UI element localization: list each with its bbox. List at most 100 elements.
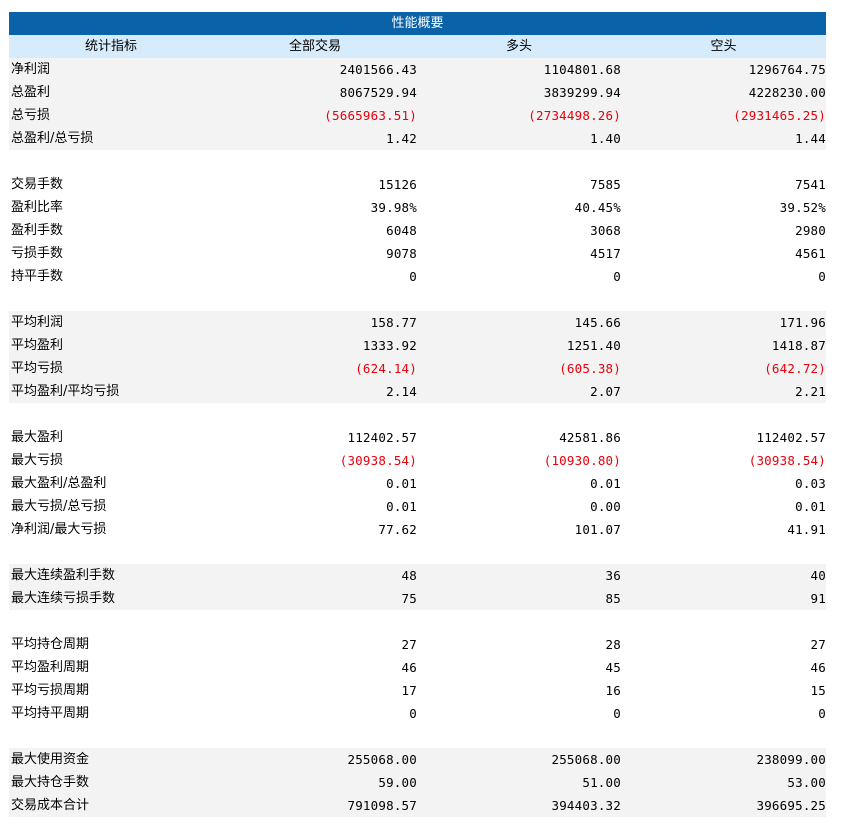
value-all-trades: 8067529.94	[339, 85, 417, 100]
metric-label: 净利润	[11, 62, 51, 77]
header-long: 多头	[505, 39, 532, 54]
metric-label: 平均利润	[11, 315, 64, 330]
metric-label: 最大盈利/总盈利	[11, 476, 107, 491]
table-row: 交易成本合计 791098.57 394403.32 396695.25	[9, 794, 826, 817]
value-short: 1296764.75	[748, 62, 826, 77]
table-row: 最大盈利/总盈利 0.01 0.01 0.03	[9, 472, 826, 495]
value-short: 4228230.00	[748, 85, 826, 100]
value-short: 0.01	[795, 499, 826, 514]
value-all-trades: 112402.57	[347, 430, 417, 445]
table-row: 平均持平周期 0 0 0	[9, 702, 826, 725]
metric-label: 平均亏损周期	[11, 683, 90, 698]
metric-label: 盈利手数	[11, 223, 64, 238]
metric-label: 总亏损	[11, 108, 51, 123]
value-long: 3068	[590, 223, 621, 238]
group-spacer	[9, 403, 826, 426]
value-long: 394403.32	[551, 798, 621, 813]
value-all-trades: 77.62	[378, 522, 417, 537]
value-all-trades: (30938.54)	[339, 453, 417, 468]
value-long: 145.66	[574, 315, 621, 330]
metric-label: 总盈利	[11, 85, 51, 100]
metric-label: 平均盈利/平均亏损	[11, 384, 120, 399]
value-short: 112402.57	[756, 430, 826, 445]
table-row: 交易手数 15126 7585 7541	[9, 173, 826, 196]
table-row: 净利润/最大亏损 77.62 101.07 41.91	[9, 518, 826, 541]
value-all-trades: (624.14)	[355, 361, 417, 376]
value-all-trades: 46	[401, 660, 417, 675]
report-title: 性能概要	[9, 12, 826, 35]
value-short: 91	[810, 591, 826, 606]
value-long: 0.00	[590, 499, 621, 514]
value-short: 2980	[795, 223, 826, 238]
value-short: 396695.25	[756, 798, 826, 813]
value-short: 39.52%	[779, 200, 826, 215]
value-long: 16	[605, 683, 621, 698]
value-long: 3839299.94	[543, 85, 621, 100]
value-long: 255068.00	[551, 752, 621, 767]
value-all-trades: (5665963.51)	[324, 108, 417, 123]
table-row: 最大持仓手数 59.00 51.00 53.00	[9, 771, 826, 794]
metric-label: 最大使用资金	[11, 752, 90, 767]
value-short: 15	[810, 683, 826, 698]
group-spacer	[9, 150, 826, 173]
metric-label: 最大连续亏损手数	[11, 591, 116, 606]
value-long: 4517	[590, 246, 621, 261]
value-short: 238099.00	[756, 752, 826, 767]
table-row: 平均持仓周期 27 28 27	[9, 633, 826, 656]
metric-label: 交易手数	[11, 177, 64, 192]
value-all-trades: 39.98%	[370, 200, 417, 215]
value-long: 0	[613, 269, 621, 284]
value-short: (2931465.25)	[733, 108, 826, 123]
value-long: 51.00	[582, 775, 621, 790]
value-short: (30938.54)	[748, 453, 826, 468]
value-long: 1104801.68	[543, 62, 621, 77]
value-short: 0	[818, 706, 826, 721]
value-long: 0	[613, 706, 621, 721]
value-all-trades: 2.14	[386, 384, 417, 399]
value-all-trades: 15126	[378, 177, 417, 192]
table-row: 最大亏损 (30938.54) (10930.80) (30938.54)	[9, 449, 826, 472]
table-row: 总盈利 8067529.94 3839299.94 4228230.00	[9, 81, 826, 104]
column-header-row: 统计指标 全部交易 多头 空头	[9, 35, 826, 58]
value-short: 171.96	[779, 315, 826, 330]
table-row: 最大连续亏损手数 75 85 91	[9, 587, 826, 610]
value-long: 28	[605, 637, 621, 652]
table-row: 总盈利/总亏损 1.42 1.40 1.44	[9, 127, 826, 150]
metric-label: 亏损手数	[11, 246, 64, 261]
value-long: 36	[605, 568, 621, 583]
table-row: 最大连续盈利手数 48 36 40	[9, 564, 826, 587]
performance-summary-report: 性能概要 统计指标 全部交易 多头 空头 净利润 2401566.43 110480…	[9, 12, 826, 817]
value-long: 0.01	[590, 476, 621, 491]
metric-label: 平均盈利	[11, 338, 64, 353]
value-all-trades: 48	[401, 568, 417, 583]
table-row: 最大亏损/总亏损 0.01 0.00 0.01	[9, 495, 826, 518]
table-row: 平均亏损 (624.14) (605.38) (642.72)	[9, 357, 826, 380]
table-row: 平均亏损周期 17 16 15	[9, 679, 826, 702]
metric-label: 盈利比率	[11, 200, 64, 215]
value-long: (605.38)	[559, 361, 621, 376]
value-all-trades: 0	[409, 269, 417, 284]
table-row: 平均利润 158.77 145.66 171.96	[9, 311, 826, 334]
metric-label: 最大亏损	[11, 453, 64, 468]
metric-label: 交易成本合计	[11, 798, 90, 813]
metric-label: 最大盈利	[11, 430, 64, 445]
value-short: 0	[818, 269, 826, 284]
value-all-trades: 2401566.43	[339, 62, 417, 77]
table-row: 平均盈利 1333.92 1251.40 1418.87	[9, 334, 826, 357]
header-metric: 统计指标	[84, 39, 137, 54]
value-all-trades: 27	[401, 637, 417, 652]
table-row: 净利润 2401566.43 1104801.68 1296764.75	[9, 58, 826, 81]
metric-label: 持平手数	[11, 269, 64, 284]
group-spacer	[9, 610, 826, 633]
value-all-trades: 791098.57	[347, 798, 417, 813]
metric-label: 净利润/最大亏损	[11, 522, 107, 537]
header-all-trades: 全部交易	[288, 39, 341, 54]
value-all-trades: 1.42	[386, 131, 417, 146]
value-short: (642.72)	[764, 361, 826, 376]
metric-label: 平均盈利周期	[11, 660, 90, 675]
metric-label: 平均持仓周期	[11, 637, 90, 652]
value-short: 41.91	[787, 522, 826, 537]
value-long: 42581.86	[559, 430, 621, 445]
value-short: 1418.87	[771, 338, 826, 353]
value-all-trades: 0.01	[386, 476, 417, 491]
